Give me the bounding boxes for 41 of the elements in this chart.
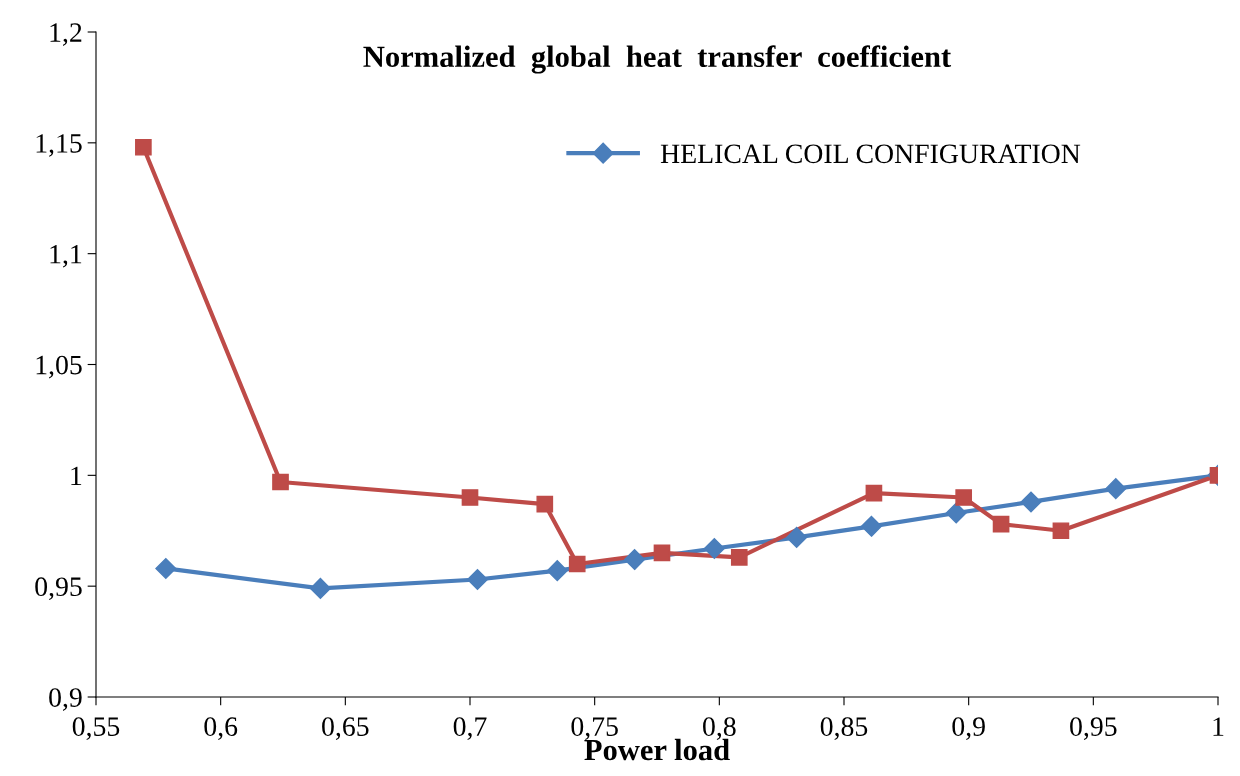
chart-title: Normalized global heat transfer coefficient	[363, 45, 952, 74]
point	[865, 484, 883, 502]
point	[1052, 522, 1070, 540]
y-tick-label: 1,05	[36, 355, 82, 379]
point	[860, 515, 882, 537]
x-tick-label: 0,75	[571, 717, 618, 740]
legend-label: HELICAL COIL CONFIGURATION	[660, 144, 1081, 164]
y-tick-label: 1	[71, 466, 82, 485]
y-tick-label: 0,95	[35, 577, 82, 601]
point	[786, 526, 808, 548]
x-tick-label: 0,55	[72, 717, 120, 740]
x-tick-label: 0,7	[453, 717, 487, 740]
point	[945, 502, 967, 524]
x-tick-label: 0,65	[322, 717, 369, 740]
point	[992, 515, 1010, 533]
x-tick-label: 1	[1213, 717, 1224, 736]
x-tick-label: 0,9	[952, 717, 985, 740]
point	[568, 555, 586, 573]
point	[955, 489, 973, 506]
point	[546, 560, 568, 582]
point	[135, 138, 152, 156]
point	[272, 473, 289, 491]
point	[653, 544, 671, 562]
y-tick-label: 1,1	[50, 244, 82, 268]
point	[155, 557, 177, 579]
point	[309, 577, 331, 599]
y-tick-label: 1,15	[36, 134, 82, 157]
y-tick-label: 1,2	[50, 23, 82, 46]
x-tick-label: 0,85	[820, 717, 868, 740]
point	[1105, 478, 1127, 500]
point	[461, 489, 479, 506]
point	[536, 495, 554, 513]
point	[624, 549, 646, 571]
y-tick-label: 0,9	[49, 688, 82, 711]
x-tick-label: 0,6	[204, 717, 238, 740]
point	[703, 537, 725, 559]
point	[466, 569, 488, 591]
x-tick-label: 0,95	[1070, 717, 1117, 740]
point	[730, 549, 748, 566]
point	[1020, 491, 1042, 513]
x-tick-label: 0,8	[703, 717, 736, 740]
